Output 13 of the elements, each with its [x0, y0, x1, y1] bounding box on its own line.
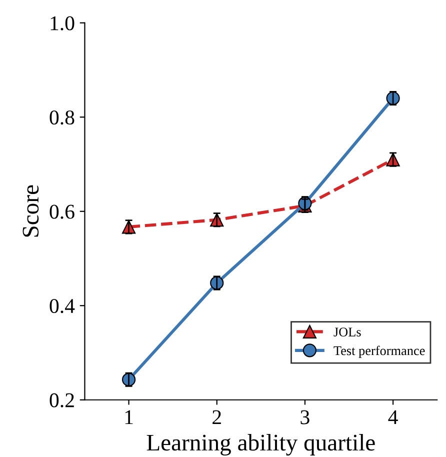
- legend-label: Test performance: [334, 346, 425, 358]
- y-tick-label: 0.8: [50, 110, 74, 125]
- x-tick-label: 1: [125, 410, 133, 424]
- y-tick-label: 0.6: [50, 204, 74, 219]
- x-axis-title: Learning ability quartile: [146, 434, 375, 456]
- y-tick-label: 0.4: [50, 298, 75, 314]
- y-axis-title: Score: [22, 185, 39, 237]
- legend-label: JOLs: [334, 328, 361, 336]
- x-tick-label: 2: [212, 410, 221, 424]
- y-tick-label: 0.2: [50, 393, 74, 408]
- x-tick-label: 3: [300, 410, 310, 424]
- x-tick-label: 4: [388, 410, 398, 424]
- y-tick-label: 1.0: [50, 16, 74, 30]
